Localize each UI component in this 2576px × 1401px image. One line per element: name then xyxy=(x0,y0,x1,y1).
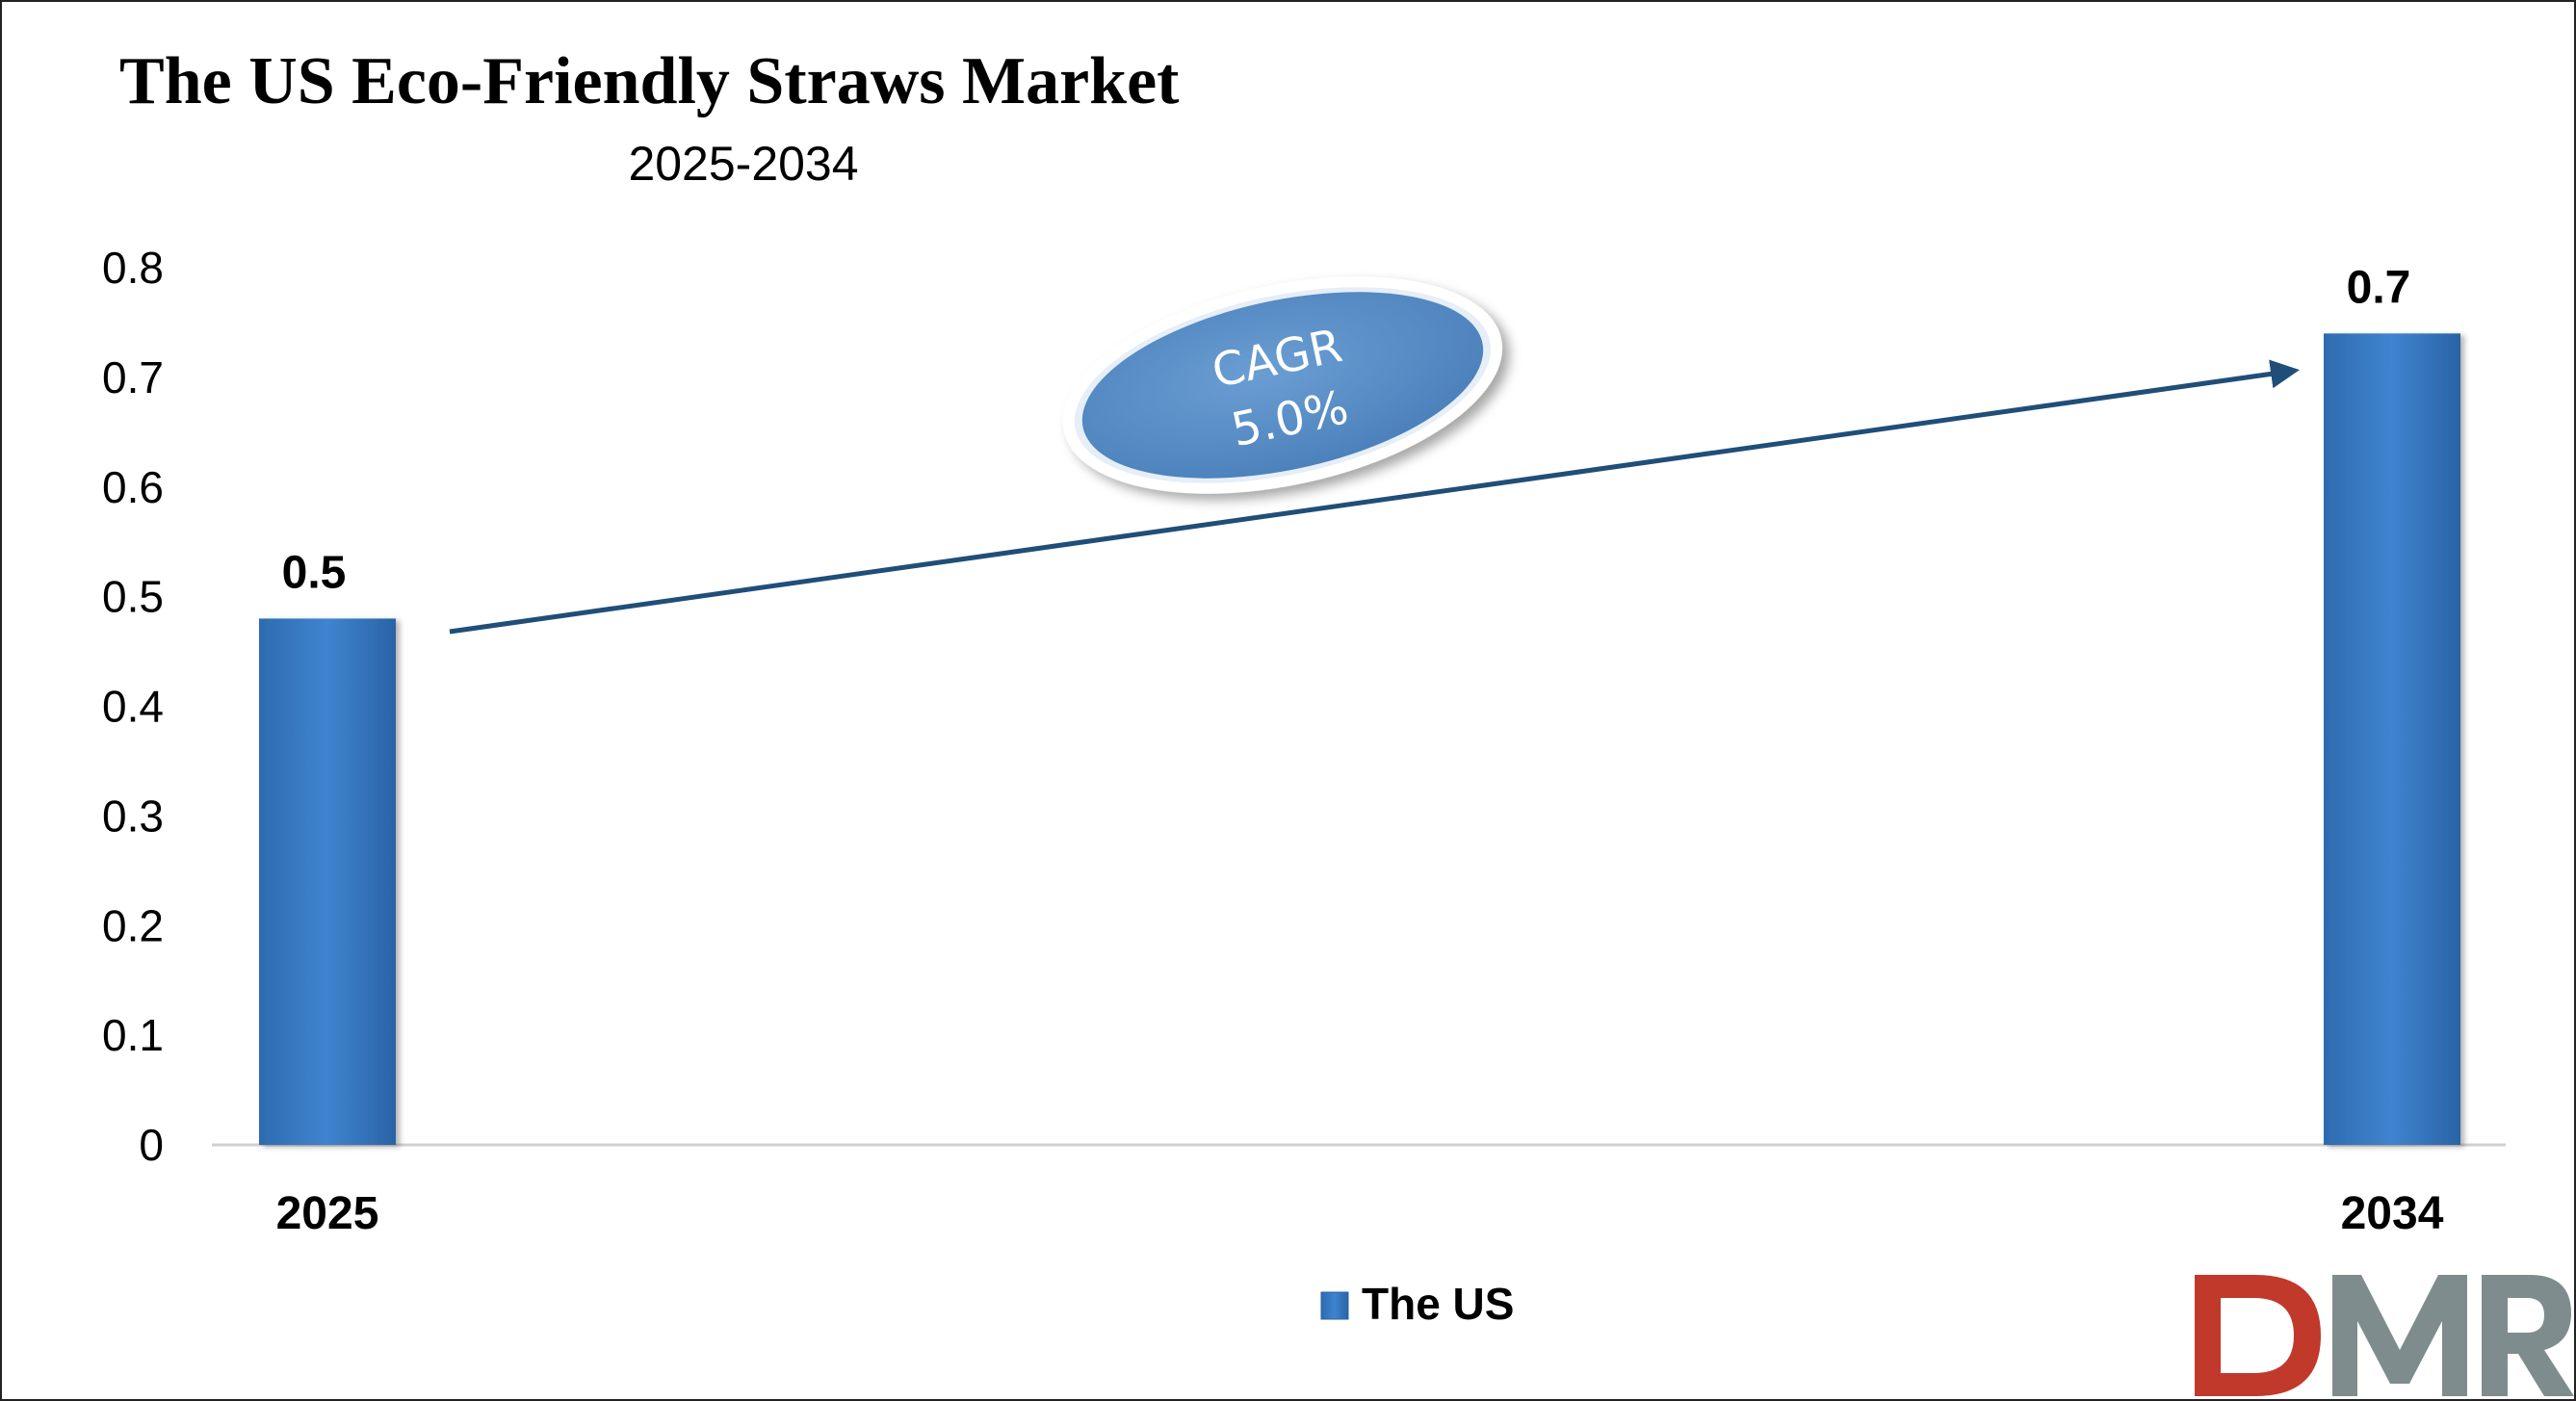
chart-title: The US Eco-Friendly Straws Market xyxy=(119,44,1179,118)
y-tick-label: 0.5 xyxy=(102,572,164,622)
bar-series: 0.5 2025 0.7 2034 xyxy=(259,262,2460,1239)
bar xyxy=(2324,333,2460,1145)
logo-letter-m xyxy=(2332,1275,2467,1396)
y-axis: 0 0.1 0.2 0.3 0.4 0.5 0.6 0.7 0.8 xyxy=(102,243,164,1170)
x-tick-label: 2034 xyxy=(2341,1188,2444,1239)
chart-subtitle: 2025-2034 xyxy=(628,137,858,191)
y-tick-label: 0.2 xyxy=(102,900,164,950)
y-tick-label: 0.3 xyxy=(102,791,164,841)
logo-letter-r xyxy=(2482,1275,2574,1396)
bar-data-label: 0.7 xyxy=(2347,262,2411,313)
dmr-logo xyxy=(2195,1275,2574,1396)
logo-letter-d xyxy=(2195,1275,2321,1396)
legend-swatch xyxy=(1320,1291,1349,1320)
x-tick-label: 2025 xyxy=(276,1188,379,1239)
y-tick-label: 0.1 xyxy=(102,1010,164,1060)
y-tick-label: 0 xyxy=(139,1120,164,1170)
y-tick-label: 0.6 xyxy=(102,462,164,512)
y-tick-label: 0.8 xyxy=(102,243,164,293)
cagr-arrow xyxy=(449,359,2300,635)
bar xyxy=(259,618,396,1145)
legend-label: The US xyxy=(1362,1279,1514,1329)
y-tick-label: 0.4 xyxy=(102,682,164,732)
cagr-badge: CAGR 5.0% xyxy=(1063,276,1502,494)
y-tick-label: 0.7 xyxy=(102,352,164,402)
bar-data-label: 0.5 xyxy=(282,547,347,598)
legend: The US xyxy=(1320,1279,1514,1329)
